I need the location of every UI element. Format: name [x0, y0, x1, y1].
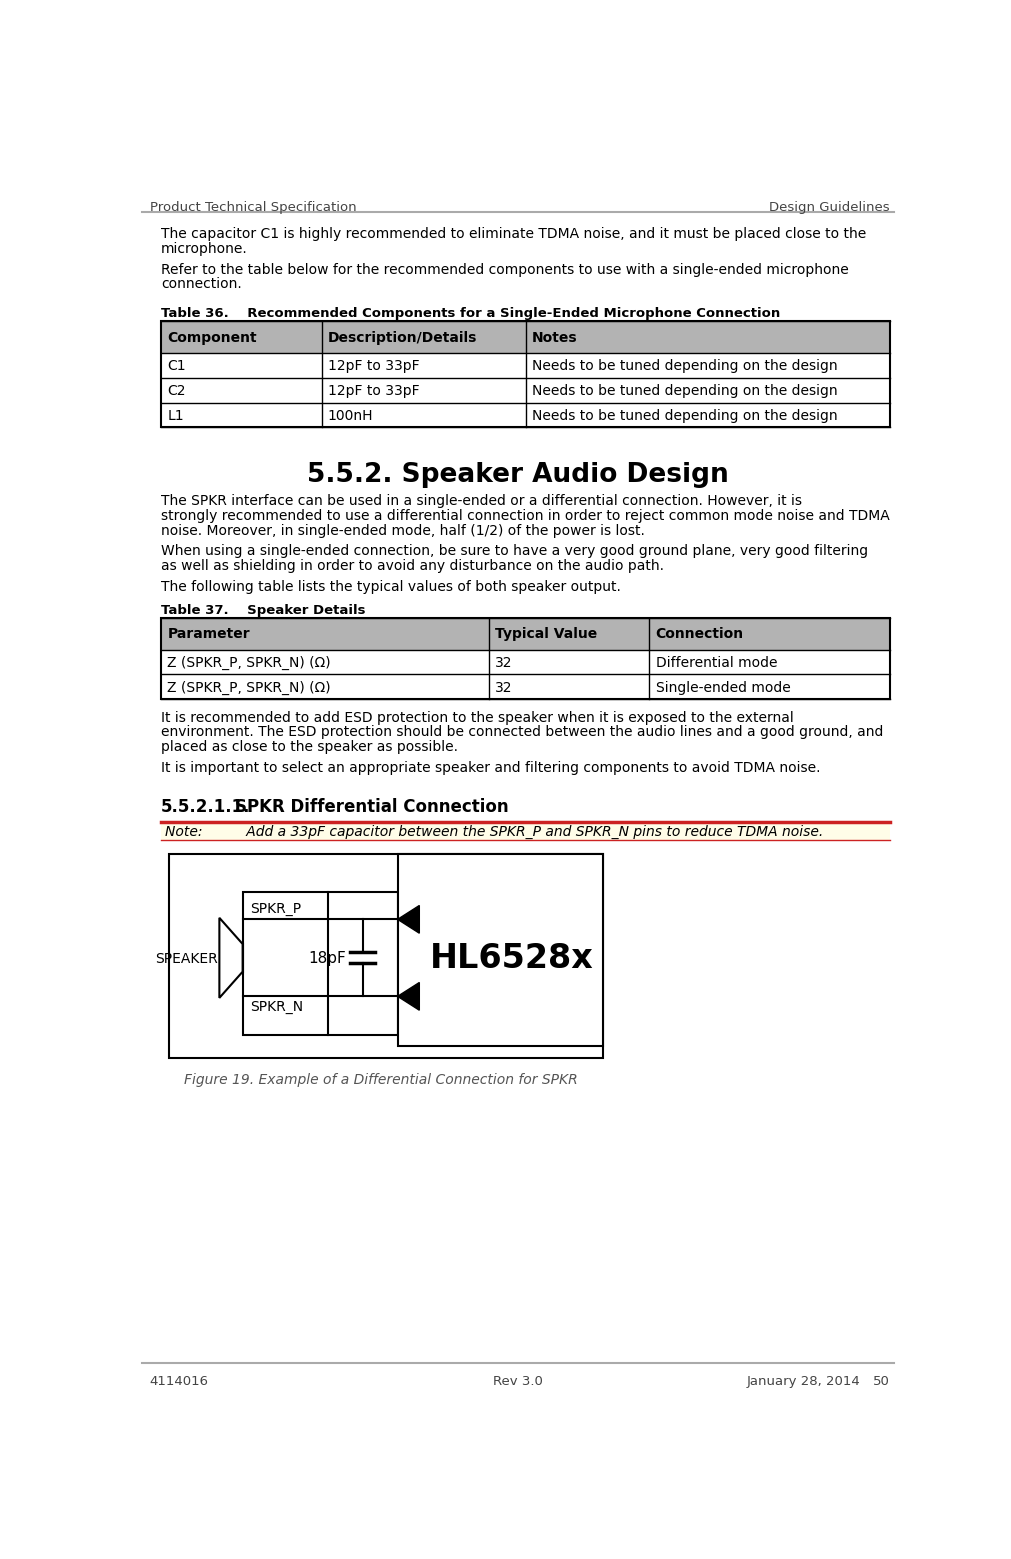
- Bar: [243, 892, 397, 1035]
- Bar: [169, 854, 603, 1059]
- Text: connection.: connection.: [161, 278, 242, 292]
- Bar: [397, 854, 603, 1046]
- Text: SPKR_N: SPKR_N: [251, 1001, 303, 1015]
- Text: C2: C2: [168, 384, 186, 398]
- Text: HL6528x: HL6528x: [430, 942, 593, 974]
- Bar: [161, 354, 890, 377]
- Text: 18pF: 18pF: [308, 951, 346, 967]
- Text: Single-ended mode: Single-ended mode: [655, 681, 791, 695]
- Text: L1: L1: [168, 408, 184, 422]
- Text: noise. Moreover, in single-ended mode, half (1/2) of the power is lost.: noise. Moreover, in single-ended mode, h…: [161, 524, 645, 538]
- Text: It is important to select an appropriate speaker and filtering components to avo: It is important to select an appropriate…: [161, 761, 821, 775]
- Text: Z (SPKR_P, SPKR_N) (Ω): Z (SPKR_P, SPKR_N) (Ω): [168, 656, 331, 670]
- Bar: [161, 321, 890, 354]
- Text: placed as close to the speaker as possible.: placed as close to the speaker as possib…: [161, 741, 458, 755]
- Text: Needs to be tuned depending on the design: Needs to be tuned depending on the desig…: [532, 408, 837, 422]
- Text: Design Guidelines: Design Guidelines: [769, 201, 890, 214]
- Text: SPEAKER: SPEAKER: [155, 953, 217, 967]
- Text: C1: C1: [168, 360, 186, 374]
- Bar: [232, 945, 243, 971]
- Text: 12pF to 33pF: 12pF to 33pF: [328, 360, 420, 374]
- Text: Table 37.    Speaker Details: Table 37. Speaker Details: [161, 603, 366, 617]
- Text: Refer to the table below for the recommended components to use with a single-end: Refer to the table below for the recomme…: [161, 262, 849, 276]
- Text: 32: 32: [495, 656, 513, 670]
- Text: Rev 3.0: Rev 3.0: [492, 1375, 543, 1388]
- Text: Needs to be tuned depending on the design: Needs to be tuned depending on the desig…: [532, 360, 837, 374]
- Text: Differential mode: Differential mode: [655, 656, 777, 670]
- Text: January 28, 2014: January 28, 2014: [746, 1375, 860, 1388]
- Bar: [161, 650, 890, 675]
- Text: Table 36.    Recommended Components for a Single-Ended Microphone Connection: Table 36. Recommended Components for a S…: [161, 307, 780, 320]
- Text: The following table lists the typical values of both speaker output.: The following table lists the typical va…: [161, 580, 621, 594]
- Text: 32: 32: [495, 681, 513, 695]
- Text: 50: 50: [872, 1375, 890, 1388]
- Bar: [161, 321, 890, 427]
- Text: 5.5.2. Speaker Audio Design: 5.5.2. Speaker Audio Design: [307, 461, 729, 488]
- Polygon shape: [219, 918, 243, 998]
- Text: environment. The ESD protection should be connected between the audio lines and : environment. The ESD protection should b…: [161, 725, 884, 739]
- Text: 5.5.2.1.1.: 5.5.2.1.1.: [161, 798, 251, 817]
- Text: Needs to be tuned depending on the design: Needs to be tuned depending on the desig…: [532, 384, 837, 398]
- Text: It is recommended to add ESD protection to the speaker when it is exposed to the: It is recommended to add ESD protection …: [161, 711, 794, 725]
- Text: strongly recommended to use a differential connection in order to reject common : strongly recommended to use a differenti…: [161, 508, 890, 522]
- Text: Component: Component: [168, 331, 257, 345]
- Text: Notes: Notes: [532, 331, 577, 345]
- Bar: [161, 617, 890, 698]
- Text: Z (SPKR_P, SPKR_N) (Ω): Z (SPKR_P, SPKR_N) (Ω): [168, 681, 331, 695]
- Text: The SPKR interface can be used in a single-ended or a differential connection. H: The SPKR interface can be used in a sing…: [161, 494, 803, 508]
- Text: SPKR Differential Connection: SPKR Differential Connection: [235, 798, 509, 817]
- Text: microphone.: microphone.: [161, 242, 248, 256]
- Text: The capacitor C1 is highly recommended to eliminate TDMA noise, and it must be p: The capacitor C1 is highly recommended t…: [161, 228, 866, 242]
- Text: as well as shielding in order to avoid any disturbance on the audio path.: as well as shielding in order to avoid a…: [161, 560, 664, 574]
- Text: Typical Value: Typical Value: [495, 627, 598, 641]
- Text: Figure 19. Example of a Differential Connection for SPKR: Figure 19. Example of a Differential Con…: [184, 1073, 578, 1087]
- Text: Note:          Add a 33pF capacitor between the SPKR_P and SPKR_N pins to reduce: Note: Add a 33pF capacitor between the S…: [165, 825, 823, 839]
- Bar: [161, 617, 890, 650]
- Bar: [161, 377, 890, 402]
- Text: 100nH: 100nH: [328, 408, 373, 422]
- Bar: [161, 823, 890, 840]
- Text: Product Technical Specification: Product Technical Specification: [150, 201, 356, 214]
- Text: Description/Details: Description/Details: [328, 331, 477, 345]
- Text: 4114016: 4114016: [150, 1375, 208, 1388]
- Text: SPKR_P: SPKR_P: [251, 901, 301, 915]
- Text: Connection: Connection: [655, 627, 744, 641]
- Text: 12pF to 33pF: 12pF to 33pF: [328, 384, 420, 398]
- Polygon shape: [397, 906, 420, 934]
- Bar: [161, 675, 890, 698]
- Polygon shape: [397, 982, 420, 1010]
- Text: Parameter: Parameter: [168, 627, 250, 641]
- Bar: [161, 402, 890, 427]
- Text: When using a single-ended connection, be sure to have a very good ground plane, : When using a single-ended connection, be…: [161, 544, 868, 558]
